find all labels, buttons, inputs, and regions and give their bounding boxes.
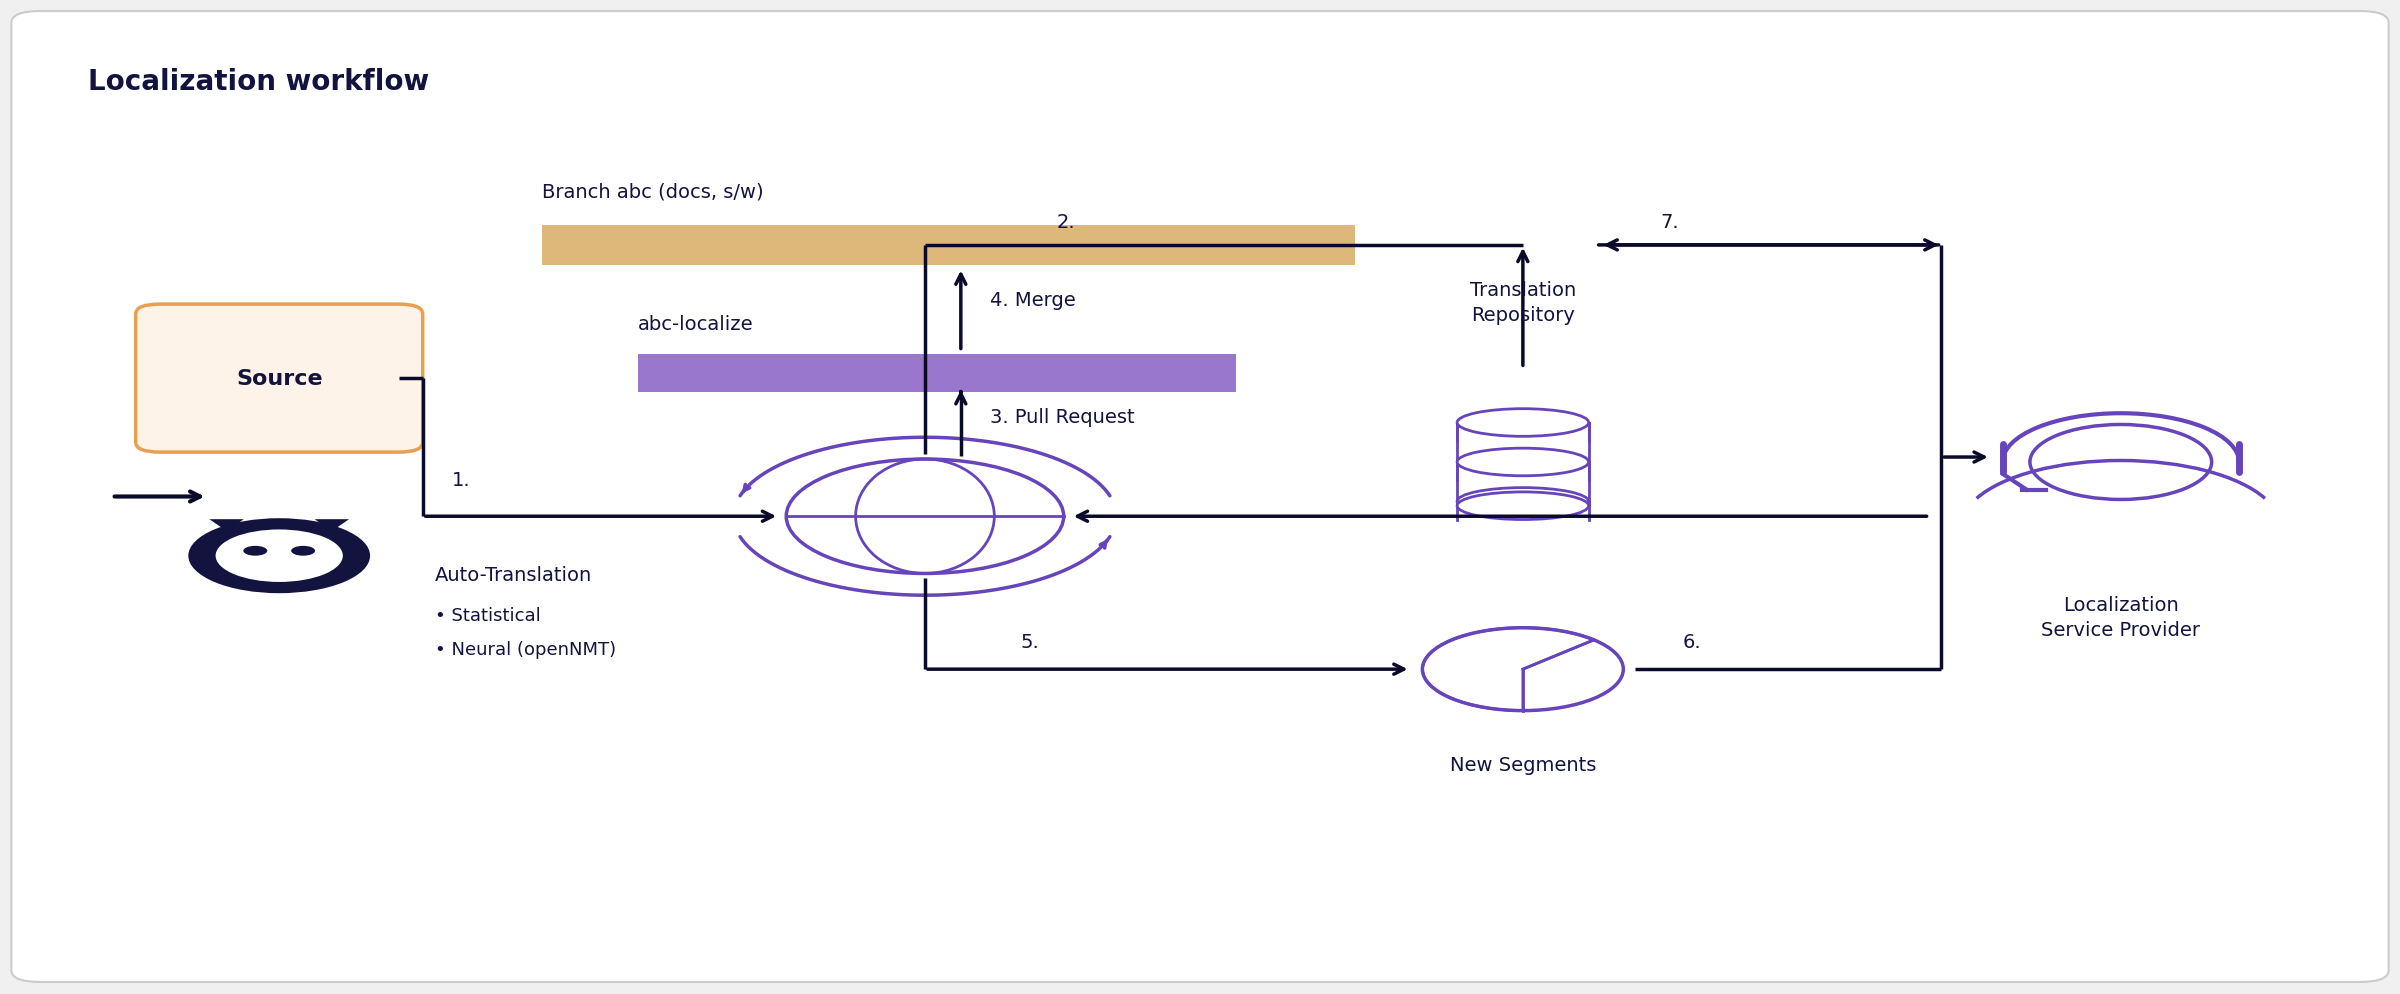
Text: • Statistical: • Statistical [434, 606, 540, 624]
Circle shape [1423, 628, 1622, 711]
Text: 1.: 1. [451, 470, 470, 489]
FancyBboxPatch shape [12, 12, 2388, 982]
Circle shape [242, 547, 266, 556]
Bar [638, 355, 1236, 393]
Ellipse shape [1457, 448, 1589, 476]
Polygon shape [314, 520, 348, 532]
Text: 5.: 5. [1020, 633, 1039, 652]
Bar [1457, 410, 1589, 441]
Circle shape [187, 519, 370, 593]
Bar [1457, 488, 1589, 520]
Text: Localization workflow: Localization workflow [89, 69, 430, 96]
Text: New Segments: New Segments [1450, 755, 1596, 774]
Text: abc-localize: abc-localize [638, 314, 754, 333]
Text: 3. Pull Request: 3. Pull Request [989, 408, 1135, 426]
Ellipse shape [1457, 488, 1589, 516]
Bar [542, 226, 1356, 265]
Ellipse shape [1457, 410, 1589, 437]
Text: 4. Merge: 4. Merge [989, 290, 1075, 309]
Text: • Neural (openNMT): • Neural (openNMT) [434, 641, 617, 659]
Text: 6.: 6. [1682, 633, 1702, 652]
Circle shape [216, 530, 343, 582]
Text: Translation
Repository: Translation Repository [1469, 280, 1577, 324]
Circle shape [787, 459, 1063, 574]
Circle shape [2030, 425, 2213, 500]
Ellipse shape [1457, 492, 1589, 520]
Text: 7.: 7. [1661, 213, 1680, 232]
Circle shape [290, 547, 314, 556]
Text: Branch abc (docs, s/w): Branch abc (docs, s/w) [542, 182, 763, 202]
Text: Auto-Translation: Auto-Translation [434, 566, 593, 584]
FancyBboxPatch shape [137, 305, 422, 452]
Polygon shape [209, 520, 245, 532]
Text: 2.: 2. [1056, 213, 1075, 232]
Text: Localization
Service Provider: Localization Service Provider [2042, 595, 2201, 639]
Bar [1457, 448, 1589, 480]
Text: Source: Source [235, 369, 322, 389]
